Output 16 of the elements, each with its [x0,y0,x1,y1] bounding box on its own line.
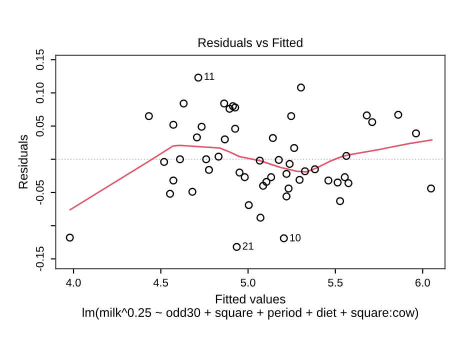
y-tick-label: -0.05 [36,180,44,205]
chart-title: Residuals vs Fitted [198,38,302,48]
y-tick-label: 0.15 [36,49,44,70]
annotation: 10 [290,234,301,242]
y-tick-label: 0.05 [36,116,44,136]
x-tick-label: 4.5 [153,278,168,287]
annotation: 11 [204,72,214,80]
annotation: 21 [242,242,254,250]
x-tick-label: 5.0 [240,278,256,287]
y-tick-label: 0.10 [36,82,44,104]
x-tick-label: 5.5 [328,278,343,287]
y-tick-label: -0.15 [36,246,44,272]
x-tick-label: 6.0 [415,278,430,287]
y-axis-title: Residuals [18,135,28,188]
x-tick-label: 4.0 [66,278,81,287]
x-axis-title: Fitted values lm(milk^0.25 ~ odd30 + square + period + diet + square:cow) [82,294,418,320]
